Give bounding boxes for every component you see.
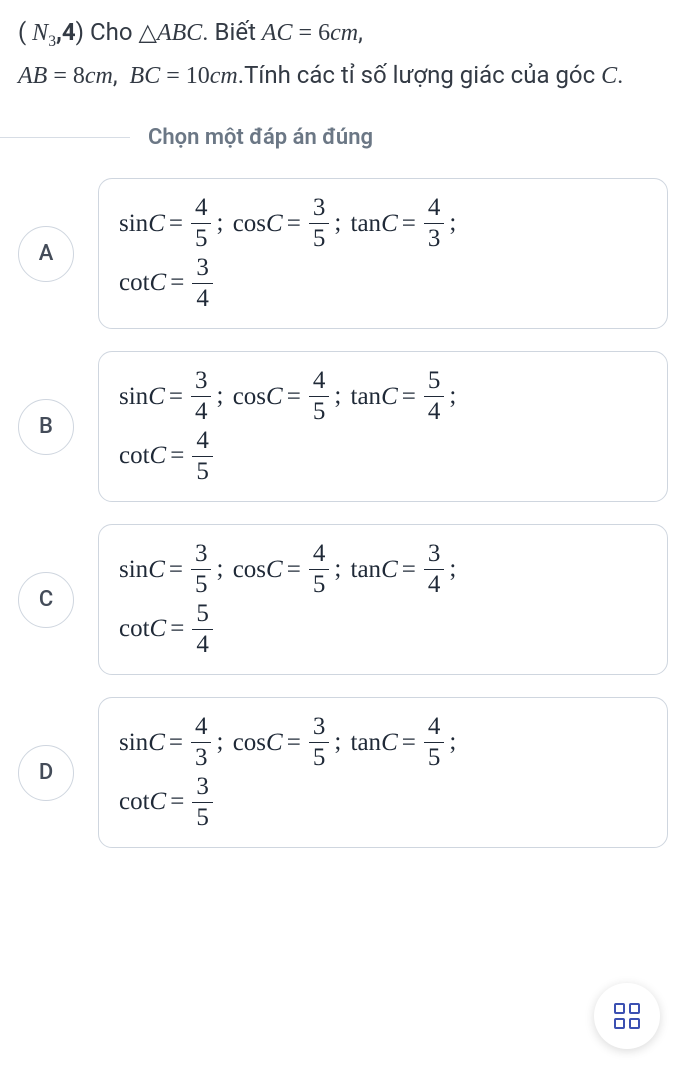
- q-eq3: =: [160, 63, 186, 89]
- grid-menu-button[interactable]: [594, 983, 660, 1049]
- q-6: 6: [318, 20, 330, 46]
- q-n: N: [32, 20, 48, 46]
- option-d[interactable]: DsinC=43; cosC=35; tanC=45; cotC=35: [18, 697, 668, 848]
- q-8: 8: [73, 63, 85, 89]
- q-bc: BC: [124, 63, 161, 89]
- q-eq2: =: [47, 63, 73, 89]
- q-cm1: cm: [330, 20, 358, 46]
- instruction-text: Chọn một đáp án đúng: [130, 125, 686, 150]
- q-eq1: =: [293, 20, 319, 46]
- option-content: sinC=45; cosC=35; tanC=43; cotC=34: [98, 178, 668, 329]
- q-nsub: 3: [48, 33, 56, 50]
- option-c[interactable]: CsinC=35; cosC=45; tanC=34; cotC=54: [18, 524, 668, 675]
- option-letter: B: [18, 399, 74, 455]
- options-list: AsinC=45; cosC=35; tanC=43; cotC=34 BsinC…: [0, 178, 686, 878]
- option-content: sinC=43; cosC=35; tanC=45; cotC=35: [98, 697, 668, 848]
- q-cm2: cm: [85, 63, 113, 89]
- q-biet: Biết: [215, 18, 262, 46]
- grid-icon: [614, 1003, 640, 1029]
- q-tail: Tính các tỉ số lượng giác của góc: [244, 61, 601, 89]
- q-comma2: ,: [113, 61, 118, 89]
- triangle-symbol: △: [138, 20, 156, 46]
- q-cm3: cm: [210, 63, 238, 89]
- q-bold-4: ,4: [56, 18, 76, 46]
- q-abc: ABC: [157, 20, 202, 46]
- question-text: ( N3,4) Cho △ABC. Biết AC = 6cm, AB = 8c…: [0, 0, 686, 117]
- q-period1: .: [202, 18, 214, 46]
- option-content: sinC=35; cosC=45; tanC=34; cotC=54: [98, 524, 668, 675]
- q-close: ): [76, 18, 90, 46]
- q-comma1: ,: [358, 18, 363, 46]
- q-ac: AC: [262, 20, 293, 46]
- q-cho: Cho: [90, 18, 138, 46]
- q-period3: .: [617, 61, 623, 89]
- option-letter: C: [18, 572, 74, 628]
- option-letter: A: [18, 226, 74, 282]
- option-content: sinC=34; cosC=45; tanC=54; cotC=45: [98, 351, 668, 502]
- instruction-row: Chọn một đáp án đúng: [0, 125, 686, 150]
- q-cvar: C: [601, 63, 617, 89]
- q-ab: AB: [18, 63, 47, 89]
- divider-line: [0, 137, 130, 138]
- option-a[interactable]: AsinC=45; cosC=35; tanC=43; cotC=34: [18, 178, 668, 329]
- q-open: (: [18, 18, 32, 46]
- option-b[interactable]: BsinC=34; cosC=45; tanC=54; cotC=45: [18, 351, 668, 502]
- q-10: 10: [186, 63, 210, 89]
- option-letter: D: [18, 745, 74, 801]
